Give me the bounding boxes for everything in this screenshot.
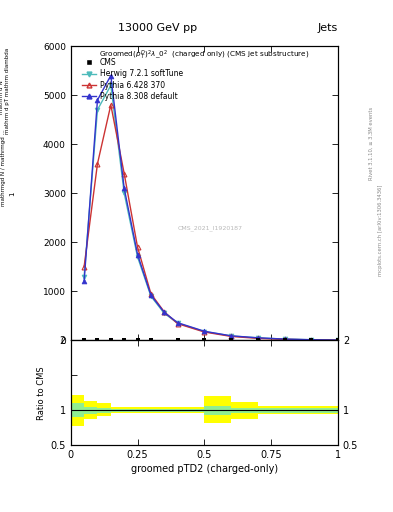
Pythia 6.428 370 bbox=[135, 244, 140, 250]
Pythia 6.428 370 bbox=[309, 337, 314, 343]
Y-axis label: mathrm $d^2$N
mathrm $d\,p_T$ mathrm $d\lambda$
1
mathrmd N / mathrmd ...: mathrm $d^2$N mathrm $d\,p_T$ mathrm $d\… bbox=[0, 511, 1, 512]
Herwig 7.2.1 softTune bbox=[82, 273, 86, 280]
Point bbox=[201, 336, 208, 344]
Text: Groomed$(p_T^D)^2\lambda\_0^2$  (charged only) (CMS jet substructure): Groomed$(p_T^D)^2\lambda\_0^2$ (charged … bbox=[99, 49, 310, 62]
Pythia 6.428 370 bbox=[229, 333, 233, 339]
Text: mathrm d pT mathrm dlambda: mathrm d pT mathrm dlambda bbox=[5, 48, 9, 134]
Herwig 7.2.1 softTune bbox=[202, 328, 207, 334]
Herwig 7.2.1 softTune bbox=[108, 82, 113, 89]
Pythia 8.308 default bbox=[202, 328, 207, 334]
Pythia 8.308 default bbox=[162, 309, 167, 315]
Pythia 8.308 default bbox=[229, 333, 233, 339]
Pythia 6.428 370 bbox=[82, 264, 86, 270]
Pythia 6.428 370 bbox=[336, 337, 340, 343]
Herwig 7.2.1 softTune bbox=[149, 293, 153, 300]
Herwig 7.2.1 softTune bbox=[122, 190, 127, 196]
Legend: CMS, Herwig 7.2.1 softTune, Pythia 6.428 370, Pythia 8.308 default: CMS, Herwig 7.2.1 softTune, Pythia 6.428… bbox=[80, 56, 185, 103]
Herwig 7.2.1 softTune bbox=[135, 254, 140, 260]
Pythia 8.308 default bbox=[95, 97, 100, 103]
Pythia 6.428 370 bbox=[175, 321, 180, 327]
Herwig 7.2.1 softTune bbox=[175, 320, 180, 326]
Pythia 6.428 370 bbox=[162, 309, 167, 315]
Point bbox=[335, 336, 341, 344]
Point bbox=[228, 336, 234, 344]
Text: Jets: Jets bbox=[318, 23, 338, 33]
Point bbox=[174, 336, 181, 344]
Herwig 7.2.1 softTune bbox=[282, 336, 287, 342]
Point bbox=[281, 336, 288, 344]
Line: Pythia 8.308 default: Pythia 8.308 default bbox=[82, 73, 340, 343]
Herwig 7.2.1 softTune bbox=[95, 107, 100, 113]
Text: mcplots.cern.ch [arXiv:1306.3436]: mcplots.cern.ch [arXiv:1306.3436] bbox=[378, 185, 383, 276]
Line: Pythia 6.428 370: Pythia 6.428 370 bbox=[82, 102, 340, 343]
Text: 13000 GeV pp: 13000 GeV pp bbox=[118, 23, 197, 33]
Point bbox=[308, 336, 314, 344]
Pythia 6.428 370 bbox=[149, 291, 153, 297]
Pythia 8.308 default bbox=[82, 279, 86, 285]
Pythia 6.428 370 bbox=[122, 170, 127, 177]
Point bbox=[108, 336, 114, 344]
Pythia 8.308 default bbox=[135, 251, 140, 258]
Text: mathrmgd N / mathrmgd ...: mathrmgd N / mathrmgd ... bbox=[2, 129, 6, 206]
X-axis label: groomed pTD2 (charged-only): groomed pTD2 (charged-only) bbox=[131, 464, 278, 475]
Herwig 7.2.1 softTune bbox=[309, 337, 314, 343]
Point bbox=[94, 336, 101, 344]
Pythia 8.308 default bbox=[336, 337, 340, 343]
Pythia 6.428 370 bbox=[282, 336, 287, 343]
Pythia 8.308 default bbox=[175, 319, 180, 326]
Point bbox=[148, 336, 154, 344]
Y-axis label: Ratio to CMS: Ratio to CMS bbox=[37, 366, 46, 420]
Pythia 8.308 default bbox=[282, 336, 287, 342]
Line: Herwig 7.2.1 softTune: Herwig 7.2.1 softTune bbox=[82, 83, 340, 343]
Pythia 8.308 default bbox=[149, 292, 153, 298]
Point bbox=[255, 336, 261, 344]
Herwig 7.2.1 softTune bbox=[229, 333, 233, 339]
Herwig 7.2.1 softTune bbox=[336, 337, 340, 343]
Pythia 8.308 default bbox=[309, 336, 314, 343]
Herwig 7.2.1 softTune bbox=[255, 335, 260, 341]
Herwig 7.2.1 softTune bbox=[162, 310, 167, 316]
Text: mathrm d²N: mathrm d²N bbox=[0, 80, 4, 114]
Point bbox=[134, 336, 141, 344]
Text: CMS_2021_I1920187: CMS_2021_I1920187 bbox=[177, 226, 242, 231]
Point bbox=[121, 336, 127, 344]
Pythia 8.308 default bbox=[108, 72, 113, 78]
Text: 1: 1 bbox=[9, 191, 15, 196]
Pythia 6.428 370 bbox=[255, 335, 260, 342]
Text: Rivet 3.1.10, ≥ 3.3M events: Rivet 3.1.10, ≥ 3.3M events bbox=[369, 106, 374, 180]
Pythia 6.428 370 bbox=[95, 161, 100, 167]
Pythia 6.428 370 bbox=[202, 329, 207, 335]
Pythia 8.308 default bbox=[255, 335, 260, 341]
Point bbox=[81, 336, 87, 344]
Pythia 6.428 370 bbox=[108, 102, 113, 108]
Pythia 8.308 default bbox=[122, 185, 127, 191]
